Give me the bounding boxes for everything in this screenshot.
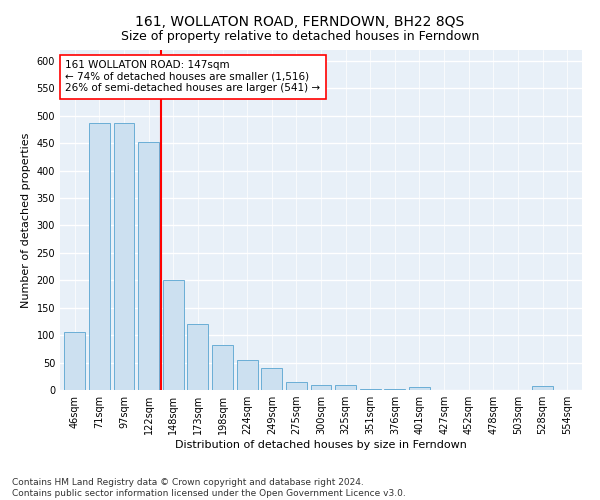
Text: Size of property relative to detached houses in Ferndown: Size of property relative to detached ho… — [121, 30, 479, 43]
Text: 161 WOLLATON ROAD: 147sqm
← 74% of detached houses are smaller (1,516)
26% of se: 161 WOLLATON ROAD: 147sqm ← 74% of detac… — [65, 60, 320, 94]
Bar — [236, 360, 257, 390]
Bar — [311, 384, 331, 390]
Text: 161, WOLLATON ROAD, FERNDOWN, BH22 8QS: 161, WOLLATON ROAD, FERNDOWN, BH22 8QS — [136, 15, 464, 29]
Bar — [286, 382, 307, 390]
Bar — [212, 345, 233, 390]
X-axis label: Distribution of detached houses by size in Ferndown: Distribution of detached houses by size … — [175, 440, 467, 450]
Bar — [113, 123, 134, 390]
Bar — [532, 386, 553, 390]
Bar — [138, 142, 159, 390]
Bar — [261, 368, 282, 390]
Bar — [335, 384, 356, 390]
Bar — [409, 388, 430, 390]
Bar — [163, 280, 184, 390]
Bar — [89, 123, 110, 390]
Text: Contains HM Land Registry data © Crown copyright and database right 2024.
Contai: Contains HM Land Registry data © Crown c… — [12, 478, 406, 498]
Bar — [64, 332, 85, 390]
Bar — [360, 389, 381, 390]
Y-axis label: Number of detached properties: Number of detached properties — [21, 132, 31, 308]
Bar — [385, 389, 406, 390]
Bar — [187, 324, 208, 390]
